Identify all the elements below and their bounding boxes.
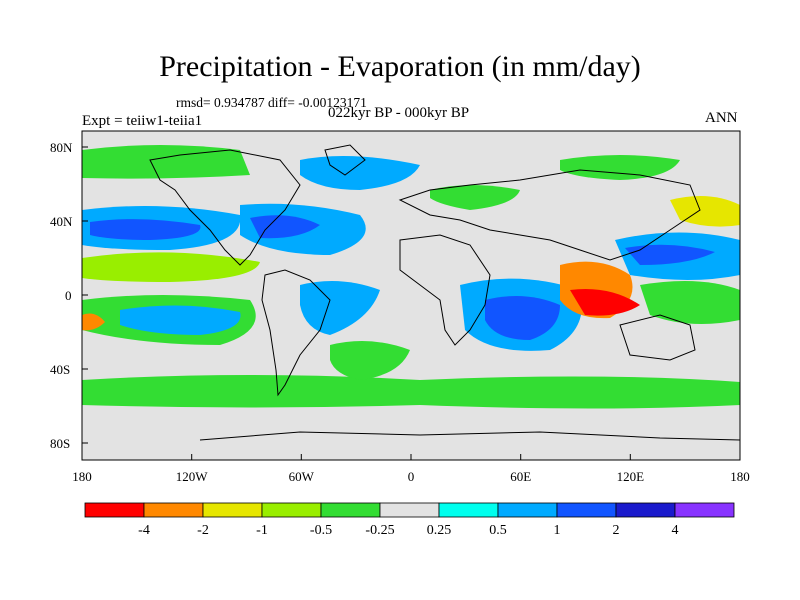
- colorbar-label-8: 2: [613, 523, 620, 538]
- field-subtropical-pacific: [82, 252, 260, 282]
- chart-title: Precipitation - Evaporation (in mm/day): [159, 50, 641, 83]
- field-south-atlantic: [330, 341, 410, 380]
- field-south-pacific-blue: [120, 305, 241, 335]
- stats-line: rmsd= 0.934787 diff= -0.00123171: [176, 95, 367, 110]
- colorbar-label-2: -1: [256, 523, 268, 538]
- coast-africa: [399, 234, 491, 346]
- coast-australia: [619, 314, 696, 361]
- lat-label-40n: 40N: [50, 214, 73, 229]
- lat-label-80s: 80S: [50, 436, 70, 451]
- lon-label-120e: 120E: [617, 469, 645, 484]
- latitude-ticks: 80N 40N 0 40S 80S: [50, 140, 88, 451]
- colorbar: -4 -2 -1 -0.5 -0.25 0.25 0.5 1 2 4: [84, 502, 735, 538]
- colorbar-swatch-8: [556, 502, 617, 518]
- field-north-pacific-green: [82, 145, 250, 179]
- map-field: [82, 131, 740, 460]
- lon-label-0: 0: [408, 469, 415, 484]
- season-label: ANN: [705, 110, 738, 126]
- colorbar-label-0: -4: [138, 523, 150, 538]
- field-tropical-atlantic: [300, 281, 380, 335]
- field-siberia: [560, 155, 680, 180]
- colorbar-label-6: 0.5: [489, 523, 507, 538]
- colorbar-swatch-1: [143, 502, 204, 518]
- field-east-pacific-orange: [82, 313, 105, 331]
- coast-greenland: [324, 144, 366, 176]
- colorbar-swatch-6: [438, 502, 499, 518]
- colorbar-swatch-5: [379, 502, 440, 518]
- lon-label-180-left: 180: [72, 469, 92, 484]
- lat-label-0: 0: [65, 288, 72, 303]
- longitude-ticks: 180 120W 60W 0 60E 120E 180: [72, 454, 750, 484]
- field-north-pacific-west: [670, 196, 740, 227]
- field-maritime-red: [570, 289, 640, 316]
- colorbar-label-9: 4: [672, 523, 679, 538]
- coast-antarctica: [199, 431, 740, 441]
- lat-label-80n: 80N: [50, 140, 73, 155]
- period-label: 022kyr BP - 000kyr BP: [328, 105, 470, 121]
- field-indian-ocean-deep: [485, 296, 560, 340]
- lon-label-180-right: 180: [730, 469, 750, 484]
- colorbar-label-4: -0.25: [365, 523, 394, 538]
- colorbar-label-5: 0.25: [427, 523, 452, 538]
- experiment-label: Expt = teiiw1-teiia1: [82, 113, 203, 129]
- colorbar-swatch-7: [497, 502, 558, 518]
- lon-label-120w: 120W: [176, 469, 209, 484]
- lat-label-40s: 40S: [50, 362, 70, 377]
- colorbar-swatch-0: [84, 502, 145, 518]
- field-southern-ocean: [82, 375, 740, 409]
- colorbar-swatch-9: [615, 502, 676, 518]
- colorbar-label-3: -0.5: [310, 523, 332, 538]
- lon-label-60e: 60E: [510, 469, 531, 484]
- colorbar-swatch-10: [674, 502, 735, 518]
- colorbar-label-1: -2: [197, 523, 209, 538]
- field-europe: [430, 185, 520, 210]
- colorbar-label-7: 1: [554, 523, 561, 538]
- coast-north-america: [149, 149, 301, 266]
- field-gulf-stream: [250, 215, 320, 239]
- lon-label-60w: 60W: [289, 469, 315, 484]
- field-north-pacific-deep: [90, 219, 201, 240]
- coast-eurasia: [398, 169, 701, 261]
- field-west-pacific-deep: [625, 244, 715, 265]
- colorbar-swatch-3: [261, 502, 322, 518]
- coast-south-america: [261, 269, 331, 397]
- colorbar-swatch-4: [320, 502, 381, 518]
- coastlines: [149, 144, 740, 441]
- colorbar-swatch-2: [202, 502, 263, 518]
- field-south-pacific-west: [640, 281, 740, 324]
